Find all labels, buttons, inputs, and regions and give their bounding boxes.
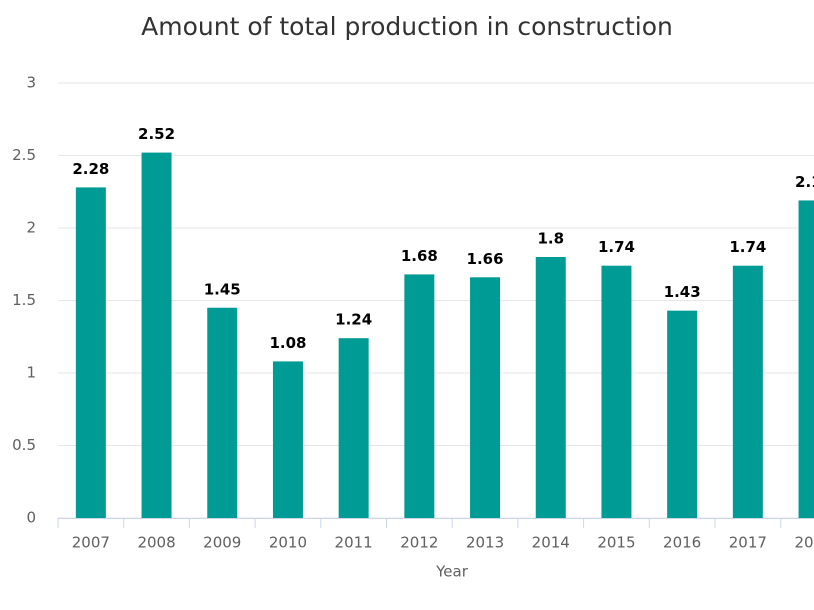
value-label: 2.19 <box>795 173 814 191</box>
value-label: 1.66 <box>467 250 504 268</box>
x-tick-label: 2016 <box>663 534 701 552</box>
bar <box>535 257 566 518</box>
bar <box>601 265 632 518</box>
x-tick-label: 2018 <box>794 534 814 552</box>
chart-title: Amount of total production in constructi… <box>141 12 673 41</box>
x-tick-label: 2014 <box>532 534 570 552</box>
x-tick-label: 2017 <box>729 534 767 552</box>
x-tick-label: 2013 <box>466 534 504 552</box>
y-tick-label: 3 <box>26 74 36 92</box>
x-tick-label: 2011 <box>335 534 373 552</box>
value-label: 2.52 <box>138 125 175 143</box>
bar <box>798 200 814 518</box>
bar <box>404 274 435 518</box>
x-tick-label: 2007 <box>72 534 110 552</box>
value-label: 1.43 <box>664 283 701 301</box>
value-label: 1.74 <box>729 238 766 256</box>
bar <box>272 361 303 518</box>
x-tick-label: 2009 <box>203 534 241 552</box>
x-axis-title: Year <box>435 563 469 581</box>
x-tick-label: 2010 <box>269 534 307 552</box>
bar <box>141 152 172 518</box>
value-label: 1.68 <box>401 247 438 265</box>
value-label: 1.8 <box>537 230 564 248</box>
x-tick-label: 2012 <box>400 534 438 552</box>
x-tick-label: 2015 <box>597 534 635 552</box>
y-tick-label: 2 <box>26 219 36 237</box>
value-label: 1.45 <box>204 280 241 298</box>
y-tick-label: 0 <box>26 509 36 527</box>
y-tick-label: 0.5 <box>12 436 36 454</box>
value-label: 1.08 <box>269 334 306 352</box>
y-tick-label: 1.5 <box>12 291 36 309</box>
bar <box>667 310 698 518</box>
bar <box>470 277 501 518</box>
y-tick-label: 2.5 <box>12 146 36 164</box>
bar <box>732 265 763 518</box>
value-label: 1.24 <box>335 311 372 329</box>
bar <box>338 338 369 518</box>
x-tick-label: 2008 <box>137 534 175 552</box>
bar <box>207 307 238 518</box>
y-tick-label: 1 <box>26 364 36 382</box>
value-label: 2.28 <box>72 160 109 178</box>
value-label: 1.74 <box>598 238 635 256</box>
bar <box>75 187 106 518</box>
